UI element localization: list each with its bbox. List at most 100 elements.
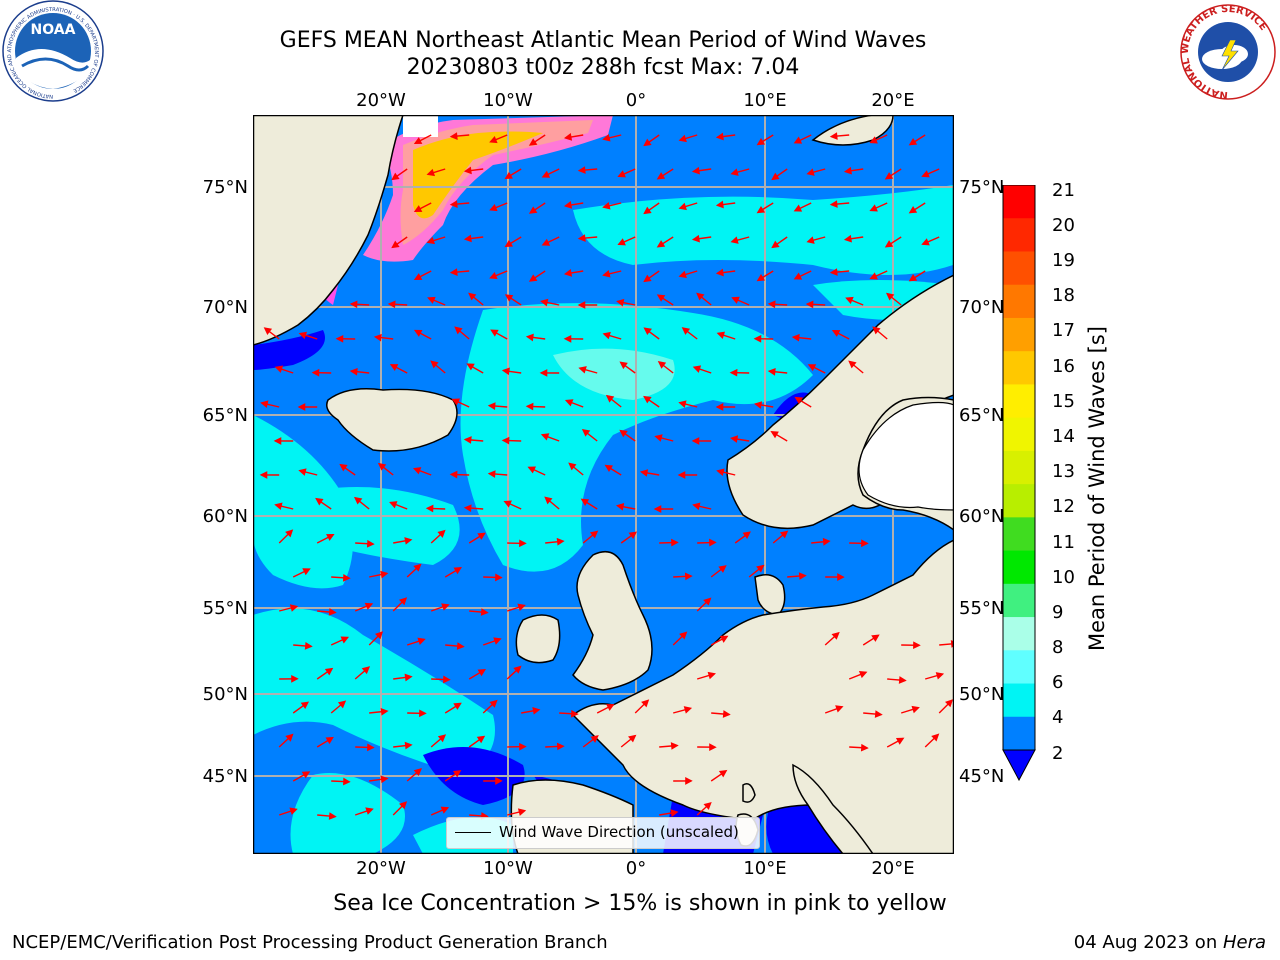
wind-wave-arrow-head [419,709,427,718]
colorbar-label: 21 [1052,180,1075,201]
wind-wave-arrow-head [794,396,803,405]
wind-wave-arrow-head [425,504,434,513]
wind-wave-arrow-head [831,631,840,640]
wind-wave-arrow-head [670,809,679,817]
wind-wave-arrow-head [580,498,590,506]
wind-wave-arrow-head [463,504,472,512]
wind-wave-arrow-head [301,771,311,779]
chart-title: GEFS MEAN Northeast Atlantic Mean Period… [279,28,927,53]
wind-wave-arrow-head [349,367,358,376]
wind-wave-arrow-head [449,132,458,140]
wind-wave-arrow-head [590,735,599,743]
colorbar-segment [1003,251,1035,286]
wind-wave-arrow-head [871,634,880,642]
wind-wave-arrow-head [540,298,549,307]
wind-wave-arrow-head [291,674,299,683]
wind-wave-arrow-head [691,437,700,445]
wind-wave-arrow-head [707,671,716,680]
wind-wave-arrow-head [753,334,762,343]
wind-wave-arrow-head [513,665,522,674]
wind-wave-arrow-head [480,608,489,616]
wind-wave-arrow-head [581,428,591,437]
wind-wave-arrow-head [858,671,868,679]
lat-tick-left: 55°N [202,598,248,619]
colorbar-label: 8 [1052,637,1064,658]
wind-wave-arrow-head [337,700,347,709]
lat-tick-right: 55°N [959,598,1005,619]
wind-wave-arrow-head [519,742,527,751]
lon-tick-top: 20°W [356,90,406,111]
wind-wave-arrow-head [501,436,510,445]
footer-date-text: 04 Aug 2023 on [1073,932,1223,953]
wind-wave-arrow-head [884,240,894,248]
wind-wave-arrow-head [860,743,869,752]
wind-wave-arrow-head [413,137,423,145]
wind-wave-arrow-head [525,402,534,411]
wind-wave-arrow-head [527,466,537,474]
wind-wave-arrow-head [913,641,921,650]
colorbar-label: 20 [1052,215,1075,236]
wind-wave-arrow-head [861,539,869,548]
wind-wave-arrow-head [430,360,439,369]
colorbar-segment [1003,583,1035,618]
wind-wave-arrow-head [380,775,389,784]
wind-wave-arrow-head [822,537,831,546]
wind-wave-arrow-head [656,172,666,180]
wind-wave-arrow-head [364,602,374,610]
wind-wave-arrow-head [489,135,498,144]
colorbar-title: Mean Period of Wind Waves [s] [1085,326,1109,651]
wind-wave-arrow-head [835,705,844,713]
wind-wave-arrow-head [829,132,838,140]
lon-tick-bottom: 0° [625,858,647,879]
wind-wave-arrow-head [604,464,613,473]
wind-wave-arrow-head [703,801,712,810]
wind-wave-arrow-head [541,238,551,246]
wind-wave-arrow-head [831,329,841,337]
wind-wave-arrow-head [911,705,920,714]
wind-wave-arrow-head [722,710,731,718]
wind-wave-arrow-head [756,205,766,214]
wind-wave-arrows [259,132,954,820]
wind-wave-arrow-head [945,699,954,708]
lat-tick-left: 60°N [202,506,248,527]
wind-wave-arrow-head [391,240,400,249]
colorbar-segment [1003,517,1035,552]
wind-wave-arrow-head [298,468,307,476]
wind-wave-arrow-head [681,327,691,335]
colorbar-label: 4 [1052,707,1064,728]
wind-wave-arrow-head [577,234,586,242]
wind-wave-arrow-head [577,166,586,174]
wind-wave-arrow-head [563,269,573,277]
wind-wave-arrow-head [289,604,299,612]
wind-wave-arrow-head [696,292,705,301]
wind-wave-arrow-head [452,770,462,778]
wind-wave-arrow-head [678,400,687,408]
wind-wave-arrow-head [602,134,611,142]
wind-wave-arrow-head [793,204,803,212]
wind-wave-arrow-head [869,204,878,212]
wind-wave-arrow-head [837,573,845,581]
wind-wave-arrow-head [367,743,375,752]
colorbar-label: 14 [1052,426,1075,447]
colorbar-label: 16 [1052,356,1075,377]
wind-wave-arrow-head [339,463,348,472]
colorbar-label: 19 [1052,250,1075,271]
wind-wave-arrow-head [715,200,724,209]
wind-wave-arrow-head [691,234,700,243]
wind-wave-arrow-head [528,206,538,214]
wind-wave-arrow-head [643,206,652,215]
wind-wave-arrow-head [274,502,283,510]
wind-wave-arrow-head [298,331,308,340]
wind-wave-arrow-head [770,431,779,439]
wind-wave-arrow-head [503,500,512,508]
wind-wave-arrow-head [678,134,687,143]
wind-wave-arrow-head [489,699,498,708]
map-legend: Wind Wave Direction (unscaled) [446,817,760,849]
wind-wave-arrow-head [829,268,838,276]
wind-wave-arrow-head [274,365,284,373]
wind-wave-arrow-head [366,539,375,548]
wind-wave-arrow-head [589,530,599,539]
colorbar-label: 2 [1052,743,1064,764]
wind-wave-arrow-head [678,202,687,211]
wind-wave-arrow-head [541,170,551,178]
